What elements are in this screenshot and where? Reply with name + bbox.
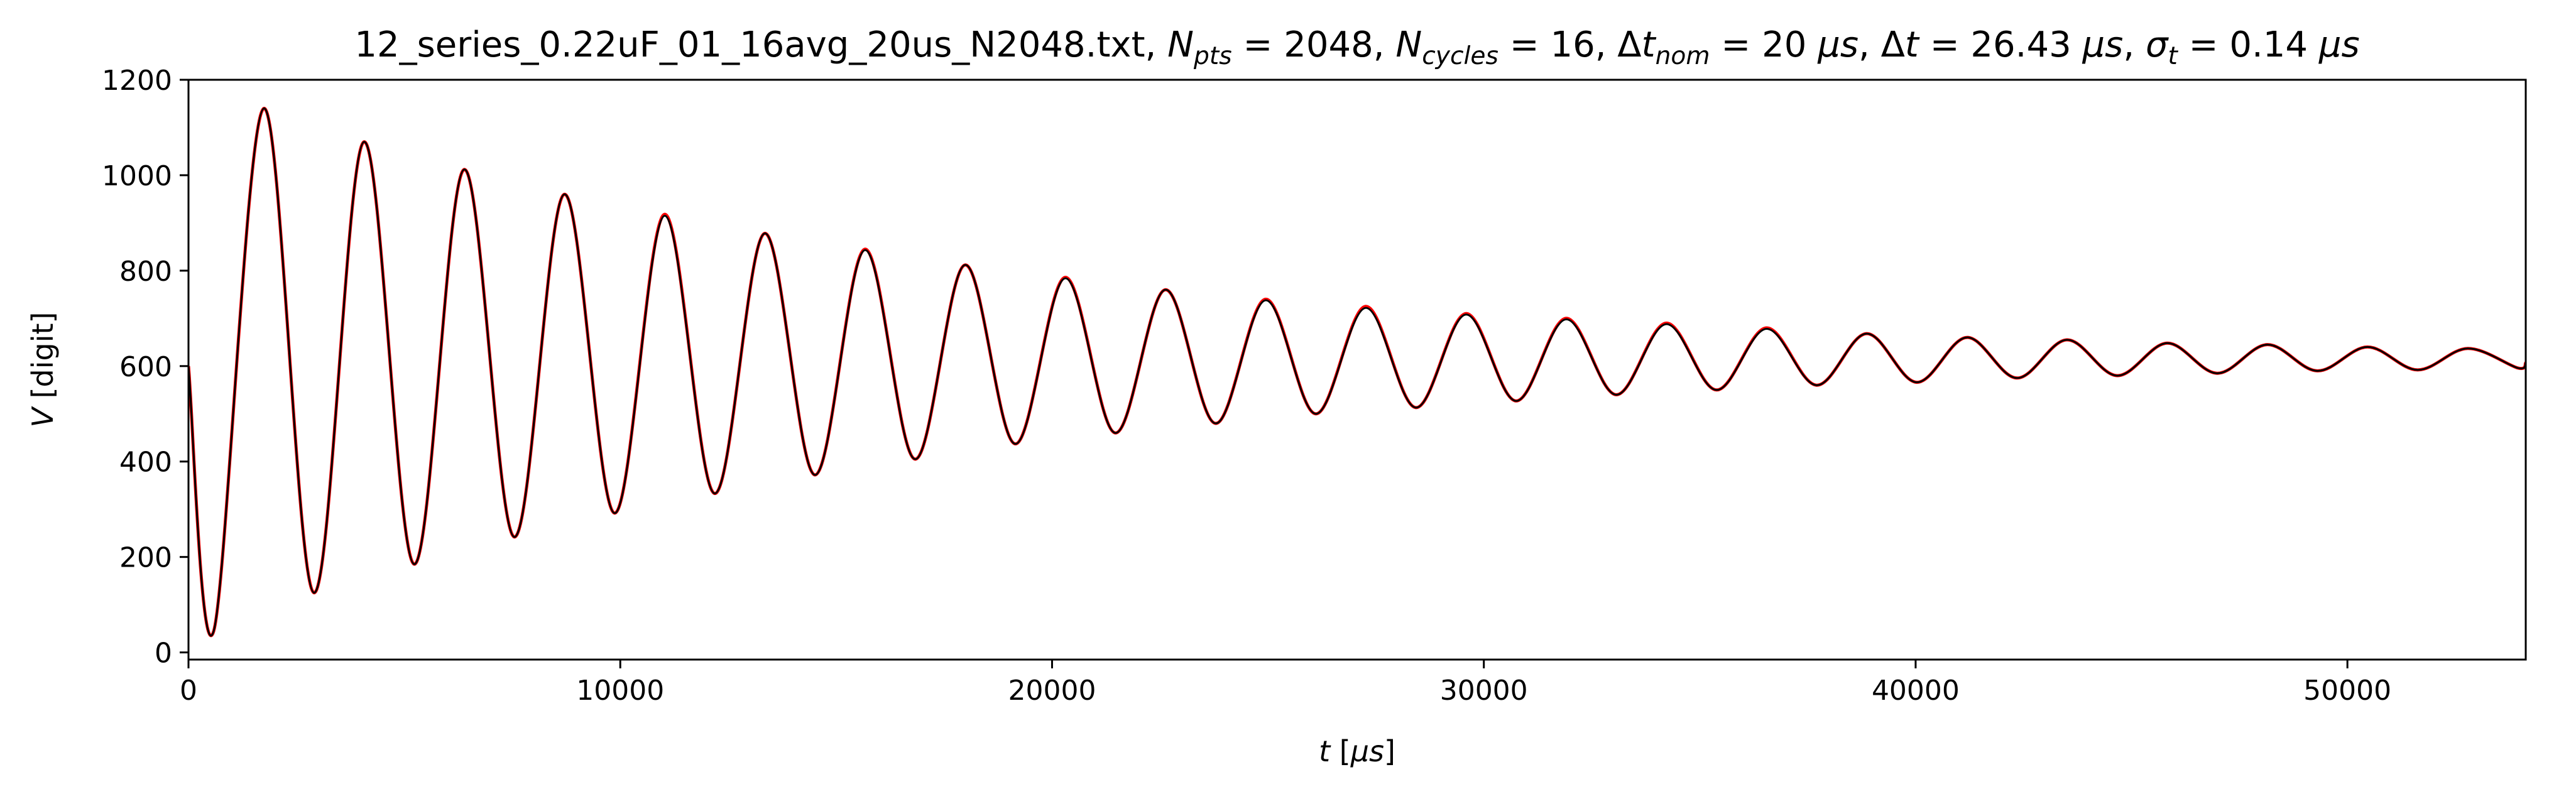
chart-title: 12_series_0.22uF_01_16avg_20us_N2048.txt… [354,24,2359,70]
x-tick-label: 10000 [576,675,664,707]
axis-labels: t [μs] V [digit] [26,312,1395,768]
x-tick-label: 20000 [1008,675,1096,707]
y-tick-label: 400 [119,447,172,479]
series-line-fit [188,107,2526,637]
axes: 0 10000 20000 30000 40000 50000 0 200 400 600 800 1… [102,65,2527,707]
y-tick-label: 1200 [102,65,172,97]
y-tick-label: 200 [119,542,172,574]
y-tick-label: 800 [119,256,172,288]
y-tick-label: 600 [119,351,172,383]
plot-frame [187,79,2527,661]
x-tick-label: 30000 [1440,675,1528,707]
chart-title-group: 12_series_0.22uF_01_16avg_20us_N2048.txt… [354,24,2359,70]
y-axis-label: V [digit] [26,312,60,428]
y-tick-label: 0 [155,638,172,670]
x-tick-label: 0 [180,675,197,707]
y-tick-label: 1000 [102,160,172,192]
x-tick-label: 40000 [1872,675,1960,707]
x-tick-label: 50000 [2303,675,2391,707]
plot-area [188,107,2526,638]
x-axis-label: t [μs] [1319,734,1395,768]
